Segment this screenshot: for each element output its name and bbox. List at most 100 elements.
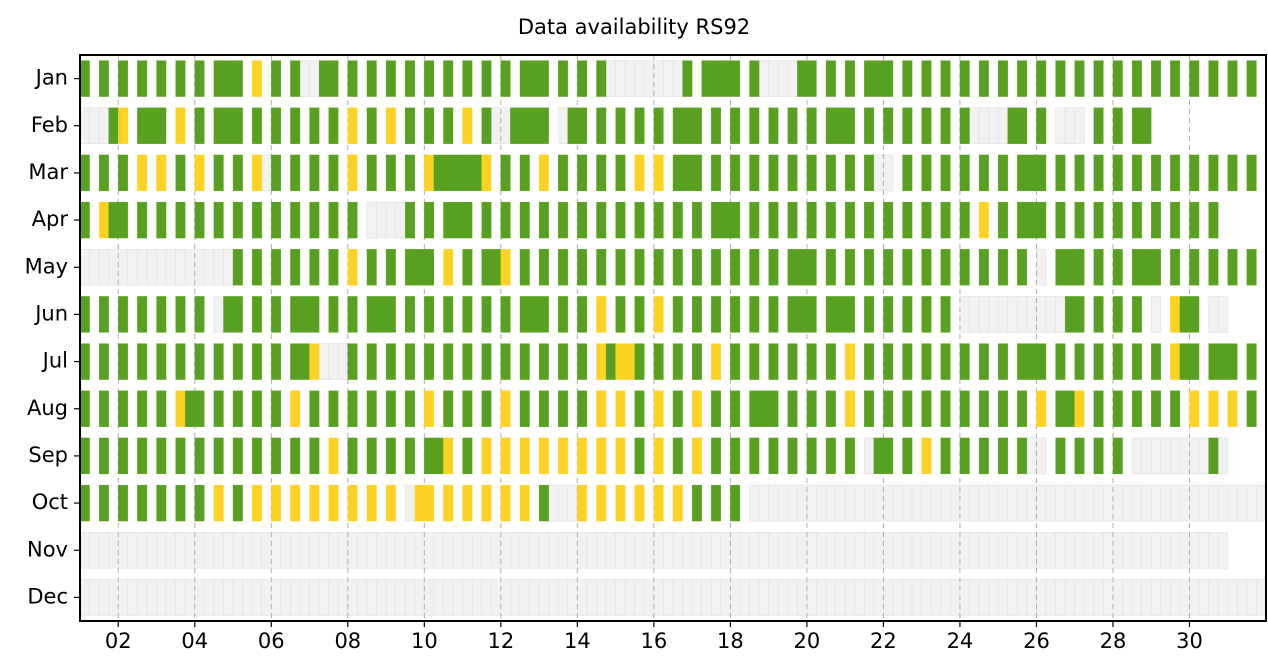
availability-bar <box>519 201 530 239</box>
availability-bar <box>998 201 1008 239</box>
availability-bar <box>691 484 702 522</box>
x-tick-label: 10 <box>411 629 438 653</box>
availability-bar <box>491 249 501 286</box>
availability-bar <box>682 60 693 97</box>
availability-bar <box>500 296 511 333</box>
availability-bar <box>1208 60 1219 97</box>
availability-bar <box>749 296 760 333</box>
availability-bar <box>998 249 1008 286</box>
missing-cell <box>213 531 224 569</box>
availability-bar <box>538 296 549 333</box>
missing-cell <box>1160 531 1171 569</box>
availability-bar <box>156 437 167 475</box>
missing-cell <box>366 579 377 616</box>
missing-cell <box>777 531 789 569</box>
availability-bar <box>137 484 148 522</box>
availability-bar <box>500 343 511 380</box>
availability-bar <box>538 60 549 97</box>
availability-bar <box>118 484 128 522</box>
missing-cell <box>328 579 339 616</box>
missing-cell <box>1112 579 1123 616</box>
missing-cell <box>863 484 875 522</box>
availability-bar <box>1017 249 1028 286</box>
availability-bar <box>137 343 148 380</box>
availability-bar <box>596 296 607 333</box>
availability-bar <box>424 201 435 239</box>
availability-bar <box>1074 201 1085 239</box>
availability-bar <box>366 390 377 427</box>
availability-bar <box>156 484 167 522</box>
availability-bar <box>615 249 626 286</box>
availability-bar <box>366 437 377 475</box>
availability-bar <box>405 437 415 475</box>
availability-bar <box>519 390 530 427</box>
missing-cell <box>605 531 616 569</box>
missing-cell <box>634 531 645 569</box>
availability-bar <box>252 296 262 333</box>
availability-bar <box>883 107 894 144</box>
availability-bar <box>825 60 836 97</box>
missing-cell <box>500 579 511 616</box>
availability-bar <box>462 107 473 144</box>
missing-cell <box>615 531 626 569</box>
availability-bar <box>577 296 588 333</box>
missing-cell <box>930 579 942 616</box>
missing-cell <box>978 579 989 616</box>
availability-bar <box>883 249 894 286</box>
missing-cell <box>299 531 310 569</box>
availability-bar <box>596 484 607 522</box>
missing-cell <box>309 531 320 569</box>
availability-bar <box>309 437 320 475</box>
availability-bar <box>768 154 779 192</box>
missing-cell <box>1055 484 1066 522</box>
missing-cell <box>1170 437 1181 475</box>
availability-bar <box>653 343 664 380</box>
availability-bar <box>529 60 540 97</box>
availability-bar <box>1189 390 1200 427</box>
availability-bar <box>1055 201 1066 239</box>
missing-cell <box>347 579 358 616</box>
availability-bar <box>749 107 760 144</box>
missing-cell <box>988 296 999 333</box>
availability-bar <box>366 107 377 144</box>
missing-cell <box>395 579 406 616</box>
availability-bar <box>978 437 989 475</box>
missing-cell <box>337 579 349 616</box>
availability-bar <box>1074 390 1085 427</box>
availability-bar <box>452 201 463 239</box>
missing-cell <box>605 60 616 97</box>
availability-bar <box>519 154 530 192</box>
availability-bar <box>529 296 540 333</box>
availability-bar <box>137 437 148 475</box>
availability-bar <box>1064 390 1075 427</box>
missing-cell <box>165 248 176 286</box>
availability-bar <box>1055 437 1066 475</box>
missing-cell <box>1189 484 1200 522</box>
availability-bar <box>978 249 989 286</box>
availability-bar <box>366 249 377 286</box>
missing-cell <box>1122 579 1133 616</box>
availability-bar <box>625 343 635 380</box>
availability-bar <box>232 154 243 192</box>
availability-bar <box>309 201 320 239</box>
missing-cell <box>1217 579 1229 616</box>
availability-bar <box>902 249 913 286</box>
availability-bar <box>558 390 568 427</box>
missing-cell <box>376 531 387 569</box>
availability-bar <box>1093 437 1104 475</box>
missing-cell <box>644 579 655 616</box>
availability-bar <box>1112 390 1123 427</box>
availability-bar <box>538 154 549 192</box>
missing-cell <box>261 579 272 616</box>
availability-bar <box>845 60 855 97</box>
availability-bar <box>347 437 358 475</box>
availability-bar <box>577 249 588 286</box>
missing-cell <box>557 484 569 522</box>
missing-cell <box>223 248 234 286</box>
availability-bar <box>194 484 205 522</box>
availability-bar <box>672 154 683 192</box>
missing-cell <box>1189 531 1200 569</box>
availability-bar <box>290 343 301 380</box>
availability-bar <box>1131 296 1142 333</box>
availability-bar <box>1179 296 1190 333</box>
